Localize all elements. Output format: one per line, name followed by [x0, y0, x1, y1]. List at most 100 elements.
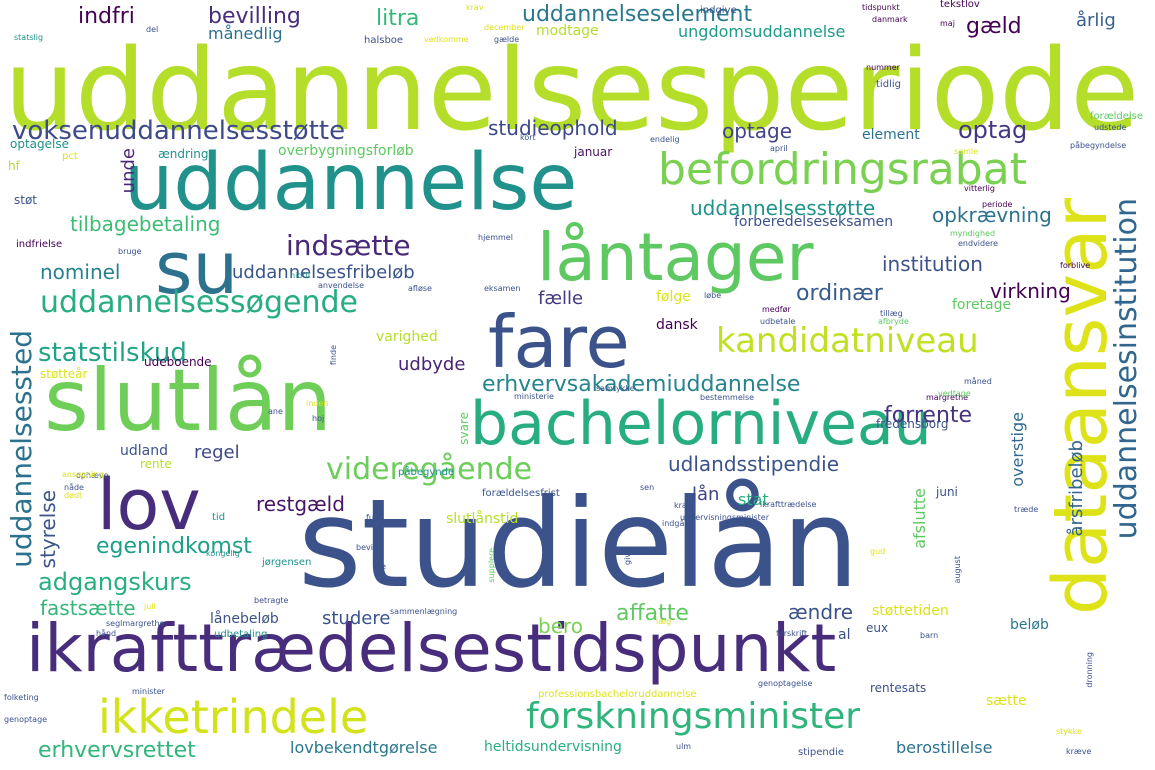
word: uddannelsesperiode: [4, 26, 1140, 156]
word: ændre: [788, 600, 854, 624]
word: vitterlig: [964, 184, 995, 193]
word: eksamen: [484, 284, 521, 293]
word: rentesats: [870, 681, 927, 695]
word: forrente: [884, 403, 973, 428]
word: juli: [144, 602, 156, 611]
word: professionsbacheloruddannelse: [538, 689, 697, 700]
word: hjemmel: [478, 233, 513, 242]
word: august: [953, 556, 962, 584]
word: træde: [1014, 505, 1039, 514]
word: erhvervsrettet: [38, 738, 196, 763]
word: restgæld: [256, 492, 345, 516]
word: læg: [656, 617, 672, 626]
word: studere: [322, 608, 391, 629]
word: ikketrindele: [98, 690, 369, 744]
word: opkrævning: [932, 203, 1052, 227]
word: kort: [520, 133, 536, 142]
word: nominel: [40, 260, 121, 284]
word: følge: [656, 289, 691, 305]
word: indgive: [700, 5, 737, 16]
word: ministerie: [514, 392, 554, 401]
word: uddannelsessted: [5, 330, 38, 568]
word: genoptage: [4, 715, 48, 724]
word: dødt: [64, 491, 83, 500]
word: sen: [640, 483, 655, 492]
word: lov: [97, 464, 201, 546]
word: unde: [118, 148, 139, 194]
word: indgå: [662, 519, 685, 528]
word: overstige: [1008, 412, 1027, 487]
word: måned: [964, 377, 992, 386]
word: uddannelsesinstitution: [1109, 198, 1144, 540]
word: endvidere: [958, 239, 999, 248]
word: berostillelse: [896, 738, 993, 757]
word: dronning: [1085, 652, 1094, 688]
word: nåde: [64, 483, 84, 492]
word: jørgensen: [262, 557, 312, 568]
word: indfrielse: [16, 239, 63, 250]
word: regel: [194, 442, 240, 463]
word: ungdomsuddannelse: [678, 22, 846, 41]
word: uddannelsessøgende: [40, 285, 359, 320]
word: optag: [958, 116, 1028, 144]
word: fælle: [538, 288, 584, 309]
word: bachelorniveau: [470, 389, 932, 459]
word: virkning: [990, 279, 1071, 303]
word: element: [862, 127, 920, 143]
word: medfør: [762, 305, 791, 314]
word: samtykke: [596, 384, 635, 393]
word: egenindkomst: [96, 534, 252, 559]
word: ale: [374, 562, 387, 571]
word: befordringsrabat: [658, 144, 1027, 195]
word: indsætte: [286, 229, 411, 262]
word: ændring: [158, 147, 209, 161]
word: sammenlægning: [390, 607, 458, 616]
word: låntager: [537, 219, 814, 296]
word: rente: [140, 457, 172, 471]
word: su: [155, 226, 239, 310]
word: ansøgning: [62, 470, 104, 479]
word: udeboende: [144, 355, 212, 369]
word: løbe: [704, 291, 722, 300]
word: fredensborg: [876, 417, 949, 431]
word: bero: [538, 614, 584, 638]
word: lånebeløb: [210, 611, 279, 627]
word: danmark: [872, 15, 908, 24]
word: udbyde: [398, 354, 466, 375]
word: fare: [488, 300, 630, 384]
word: indfri: [78, 4, 135, 29]
word: uddannelseselement: [522, 2, 753, 27]
word: udbetaling: [214, 629, 268, 640]
word: overbygningsforløb: [278, 143, 414, 159]
word: videregående: [326, 452, 533, 487]
word: ane: [268, 407, 283, 416]
word: uddannelsesstøtte: [690, 196, 876, 220]
word: maj: [940, 19, 955, 28]
word: gæld: [966, 14, 1022, 39]
word: forskningsminister: [526, 696, 861, 737]
word: hoj: [312, 414, 325, 423]
word: bestemmelse: [700, 393, 755, 402]
word: ikrafttrædelse: [760, 500, 817, 509]
word: tid: [212, 512, 226, 523]
word: stipendie: [798, 747, 845, 758]
word: ulm: [676, 742, 692, 751]
word: juni: [936, 485, 958, 499]
word: afslutte: [910, 488, 929, 549]
word: voksenuddannelsesstøtte: [12, 116, 346, 146]
word: afbryde: [878, 317, 909, 326]
word: eux: [866, 621, 889, 635]
word: styrelse: [36, 490, 60, 569]
word: hidtil: [290, 271, 310, 280]
word: ordinær: [796, 281, 883, 306]
word: årsfribeløb: [1066, 440, 1087, 537]
word: udland: [120, 443, 168, 459]
word: genoptagelse: [758, 679, 813, 688]
word: optage: [722, 119, 793, 143]
word: erhvervsakademiuddannelse: [482, 372, 801, 397]
word: fastsætte: [40, 596, 136, 620]
word: forskrift: [776, 629, 808, 638]
word: anvendelse: [318, 281, 365, 290]
word: gud: [870, 547, 886, 556]
word: tilbagebetaling: [70, 212, 221, 236]
